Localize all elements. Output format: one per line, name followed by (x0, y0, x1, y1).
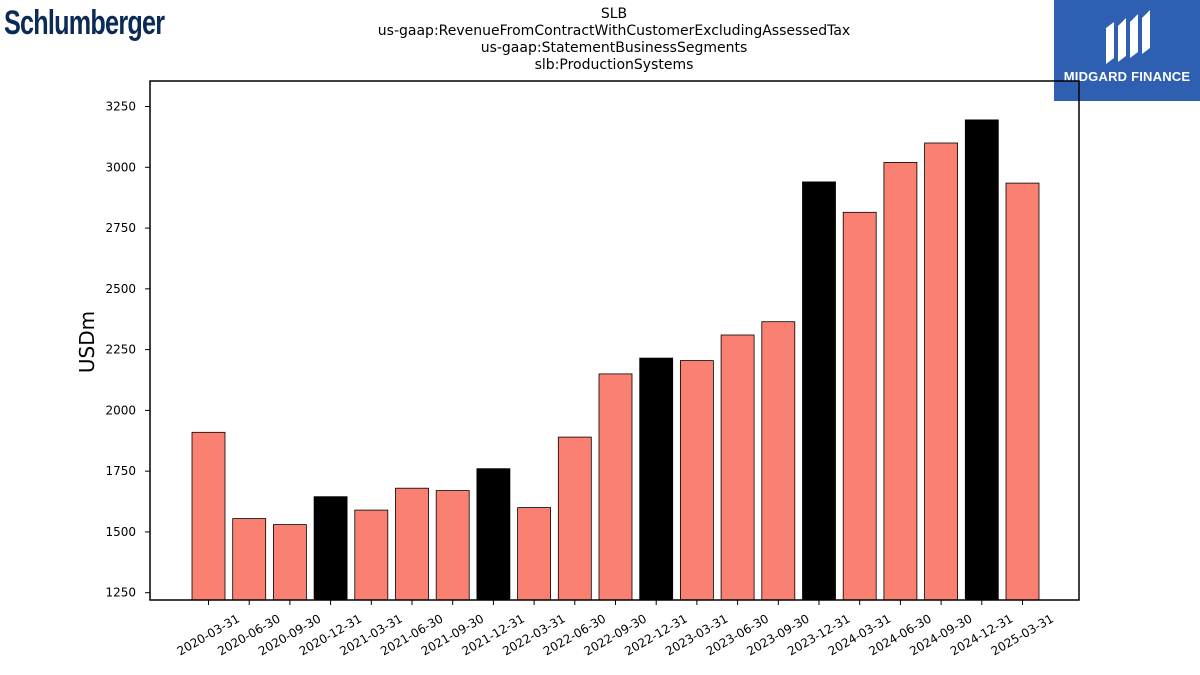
bar-2023-06-30 (720, 334, 755, 601)
bar-2020-12-31 (313, 496, 348, 601)
y-tick-label: 1750 (105, 464, 136, 478)
bar-2021-09-30 (435, 490, 470, 601)
bar-2024-03-31 (842, 211, 877, 601)
bar-2022-06-30 (557, 436, 592, 601)
bar-2023-03-31 (680, 360, 714, 601)
chart-title-line: SLB (600, 6, 628, 22)
y-axis-label: USDm (75, 311, 99, 373)
bar-2021-03-31 (354, 509, 389, 601)
chart-title-line: us-gaap:StatementBusinessSegments (480, 40, 748, 56)
bar-2021-06-30 (395, 487, 429, 601)
bar-2024-06-30 (883, 161, 918, 601)
bar-2020-06-30 (232, 518, 267, 601)
bar-2023-12-31 (802, 181, 836, 601)
bar-2022-12-31 (639, 357, 674, 601)
x-axis: 2020-03-312020-06-302020-09-302020-12-31… (175, 600, 1056, 658)
midgard-finance-logo: MIDGARD FINANCE (1054, 0, 1200, 101)
bar-2025-03-31 (1005, 182, 1040, 601)
y-tick-label: 2000 (105, 403, 136, 417)
y-tick-label: 2250 (105, 343, 136, 357)
bar-2022-03-31 (517, 507, 551, 601)
bar-2022-09-30 (598, 373, 633, 601)
bars-group (191, 119, 1040, 601)
plot-frame (149, 80, 1080, 601)
y-tick-label: 3000 (105, 160, 136, 174)
bar-2021-12-31 (476, 468, 511, 601)
y-axis: 1250 1500 1750 2000 2250 2500 2750 3000 3250 (105, 100, 150, 600)
midgard-emblem-icon (1106, 10, 1150, 64)
y-tick-label: 1250 (105, 586, 136, 600)
chart-title: SLB us-gaap:RevenueFromContractWithCusto… (264, 6, 964, 74)
y-tick-label: 1500 (105, 525, 136, 539)
bar-2020-09-30 (272, 524, 307, 601)
y-tick-label: 3250 (105, 100, 136, 114)
y-tick-label: 2750 (105, 221, 136, 235)
bar-2024-09-30 (924, 142, 958, 601)
y-tick-label: 2500 (105, 282, 136, 296)
midgard-finance-label: MIDGARD FINANCE (1063, 69, 1191, 84)
bar-2023-09-30 (761, 321, 796, 601)
bar-2024-12-31 (964, 119, 999, 601)
chart-title-line: us-gaap:RevenueFromContractWithCustomerE… (377, 23, 851, 39)
schlumberger-logo: Schlumberger (4, 4, 165, 42)
bar-2020-03-31 (191, 431, 226, 601)
chart-title-line: slb:ProductionSystems (534, 57, 694, 73)
